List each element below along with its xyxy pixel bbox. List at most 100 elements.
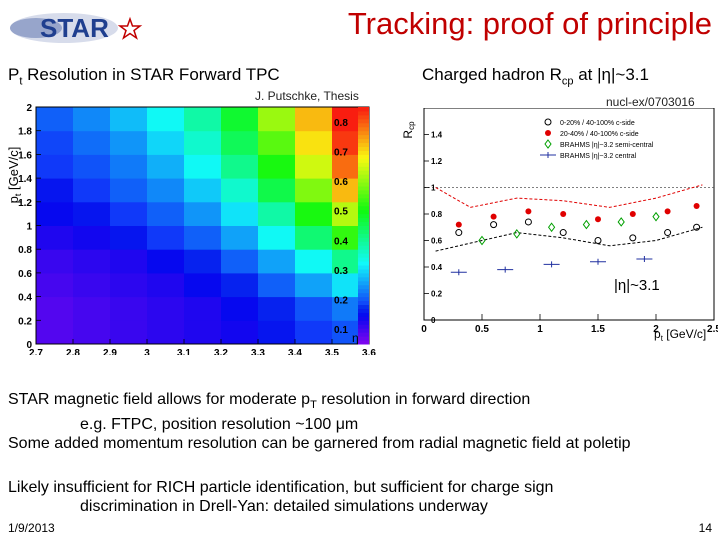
heatmap-cell [147,154,185,179]
rcp-point [450,269,467,276]
rcp-x-tick-label: 2.5 [707,324,718,335]
rcp-point [525,208,532,215]
rcp-point [455,221,462,228]
rcp-x-tick-label: 1 [537,324,543,335]
colorbar-segment [358,296,369,302]
colorbar-segment [358,237,369,242]
heatmap-cell [110,130,148,155]
rcp-point [693,203,700,210]
heatmap-cell [73,154,111,179]
rcp-band-line [435,184,703,208]
rcp-x-tick-label: 1.5 [591,324,605,335]
colorbar-tick-label: 0.7 [334,147,348,158]
rcp-point [693,223,701,231]
colorbar-segment [358,229,369,234]
colorbar-segment [358,182,369,187]
rcp-frame [423,108,715,321]
heatmap-cell [36,225,74,250]
logo-swoosh-inner [10,18,62,38]
heatmap-cell [73,225,111,250]
heatmap-cell [221,201,259,226]
rcp-y-tick-label: 1 [431,184,436,193]
heatmap-cell [36,272,74,298]
heatmap-x-tick-label: 3.6 [362,348,376,355]
logo-text: STAR [40,13,109,43]
rcp-x-label: pt [GeV/c] [654,327,706,343]
footer-page-number: 14 [698,521,712,535]
heatmap-cell [295,201,333,226]
colorbar-segment [358,110,369,116]
body-line: STAR magnetic field allows for moderate … [8,391,531,412]
heatmap-cell [110,201,148,226]
heatmap-cell [147,107,185,132]
colorbar-segment [358,316,369,321]
colorbar-segment [358,178,369,183]
rcp-point [617,217,625,227]
rcp-y-label: Rcp [401,121,416,139]
heatmap-cell [258,320,296,345]
rcp-point [664,208,671,215]
heatmap-cell [184,225,222,250]
colorbar-segment [358,186,369,191]
rcp-x-tick-label: 0.5 [475,324,489,335]
rcp-band-line [435,226,703,252]
heatmap-y-tick-label: 1.6 [18,150,32,161]
rcp-legend: 0-20% / 40-100% c-side 20-40% / 40-100% c… [540,118,654,160]
heatmap-cell [110,272,148,298]
colorbar-segment [358,166,369,171]
colorbar-segment [358,205,369,211]
colorbar-segment [358,272,369,278]
colorbar-segment [358,288,369,294]
heatmap-cell [221,249,259,274]
heatmap-x-tick-label: 3.2 [214,348,228,355]
rcp-legend-entry: 20-40% / 40-100% c-side [560,131,639,138]
heatmap-cell [110,296,148,321]
heatmap-cells [36,107,370,345]
heatmap-cell [110,320,148,345]
colorbar-segment [358,304,369,309]
heatmap-cell [73,249,111,274]
rcp-point [490,213,497,220]
heatmap-cell [36,107,74,132]
heatmap-cell [221,107,259,132]
colorbar-segment [358,284,369,290]
rcp-x-axis: 0 0.5 1 1.5 2 2.5 [421,314,718,335]
colorbar-segment [358,257,369,262]
colorbar-segment [358,209,369,215]
heatmap-cell [221,320,259,345]
colorbar-segment [358,221,369,226]
heatmap-cell [73,320,111,345]
heatmap-cell [110,249,148,274]
heatmap-cell [295,107,333,132]
heatmap-cell [184,201,222,226]
heatmap-cell [110,178,148,203]
heatmap-cell [147,225,185,250]
heatmap-x-tick-label: 2.7 [29,348,43,355]
heatmap-x-tick-label: 3.3 [251,348,265,355]
rcp-plot: 0 0.5 1 1.5 2 2.5 0 0.2 0.4 0.6 0.8 1 1.2 1.4 0-20% … [401,108,718,343]
right-panel-credit: nucl-ex/0703016 [606,95,695,109]
heatmap-cell [73,107,111,132]
heatmap-y-tick-label: 0.8 [18,245,32,256]
rcp-x-tick-label: 0 [421,324,427,335]
colorbar-segment [358,114,369,120]
heatmap-cell [184,320,222,345]
colorbar-segment [358,201,369,207]
heatmap-y-tick-label: 2 [26,103,32,114]
rcp-points [450,203,701,276]
heatmap-cell [184,107,222,132]
heatmap-cell [295,225,333,250]
body-line: Some added momentum resolution can be ga… [8,435,631,453]
star-icon [117,16,143,40]
pt-resolution-heatmap: 2.7 2.8 2.9 3 3.1 3.2 3.3 3.4 3.5 3.6 00.20.40.60… [6,103,376,355]
colorbar-segment [358,233,369,238]
heatmap-x-tick-label: 3.5 [325,348,339,355]
body-paragraph-1: STAR magnetic field allows for moderate … [8,390,631,453]
rcp-point [664,229,672,237]
heatmap-cell [73,201,111,226]
heatmap-x-tick-label: 3.4 [288,348,302,355]
colorbar-segment [358,193,369,199]
colorbar-segment [358,122,369,128]
colorbar-segment [358,162,369,167]
heatmap-cell [73,130,111,155]
